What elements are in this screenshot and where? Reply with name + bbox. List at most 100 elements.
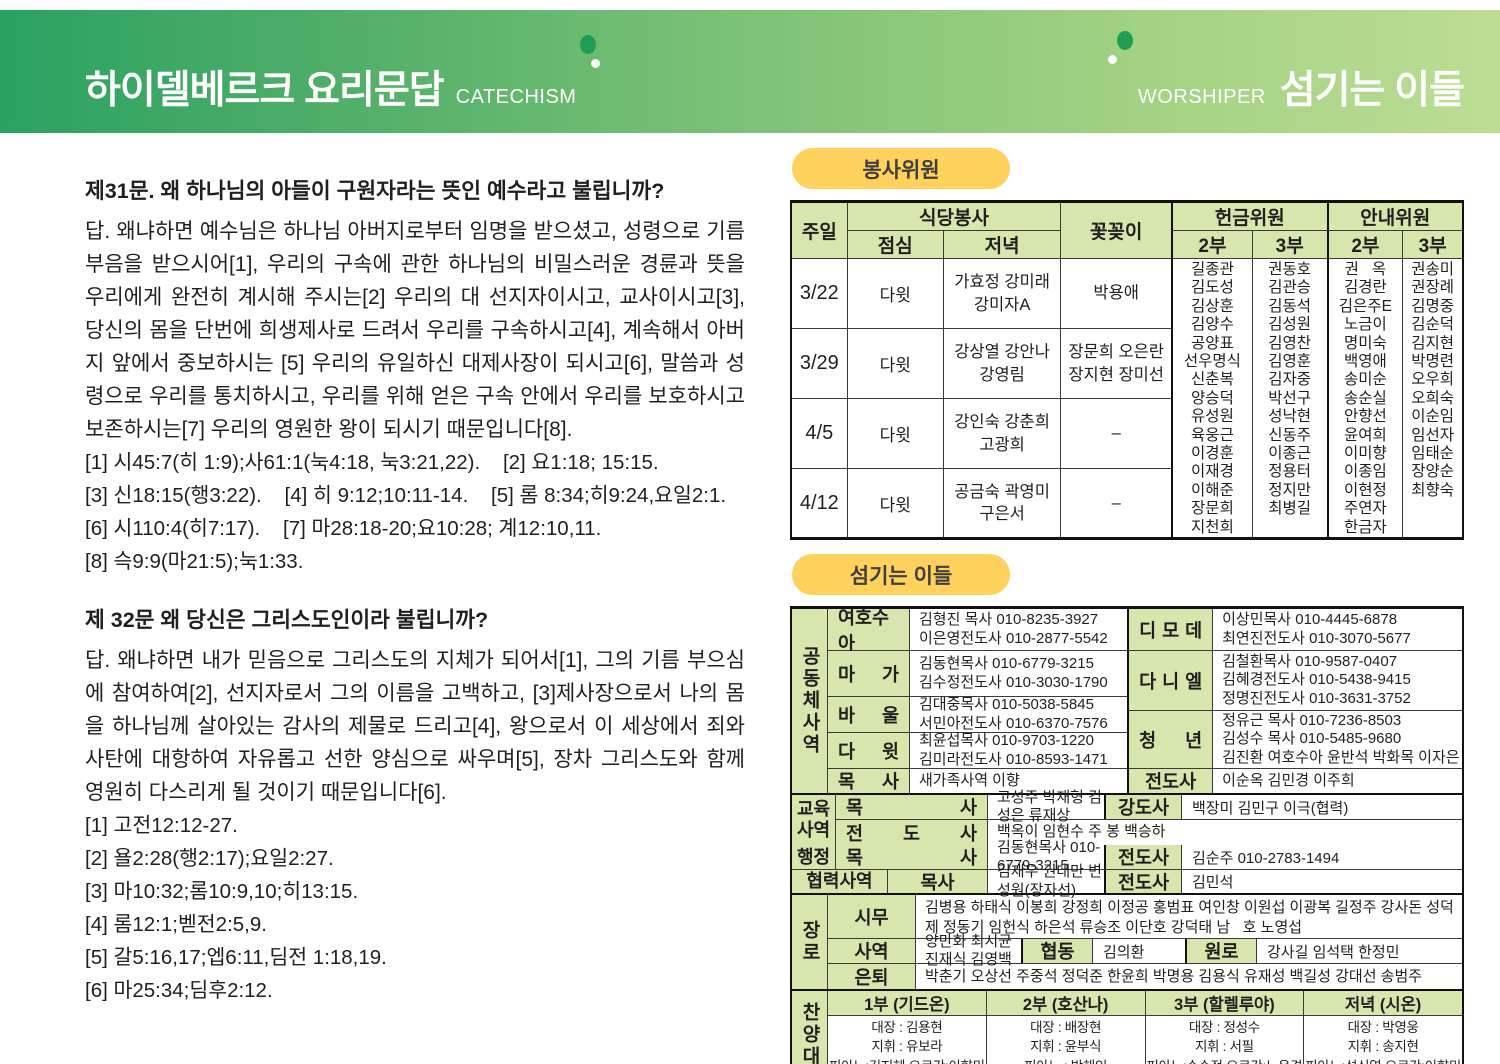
education-ministry-section: 교육사역 목 사 고성주 박재형 김성은 류재상 강도사 백장미 김민구 이극(… (792, 788, 1462, 846)
scripture-references: [1] 시45:7(히 1:9);사61:1(눅4:18, 눅3:21,22).… (85, 451, 727, 573)
group-name: 목 사 (828, 769, 910, 794)
guide-part2-names: 권 옥 김경란 김은주E 노금이 명미숙 백영애 송미순 송순실 안향선 윤여희… (1326, 257, 1404, 540)
role-tag: 전도사 (1104, 870, 1182, 894)
cooperation-row: 협력사역 목사 김재우 권대만 변성원(장자선) 전도사 김민석 (792, 863, 1462, 899)
group-members: 정유근 목사 010-7236-8503 김성수 목사 010-5485-968… (1222, 712, 1460, 766)
group-members: 이상민목사 010-4445-6878 최연진전도사 010-3070-5677 (1222, 611, 1411, 647)
dinner-team: 강인숙 강춘희 고광희 (942, 398, 1062, 470)
group-name: 여호수아 (828, 607, 910, 654)
volunteers-badge: 봉사위원 (792, 148, 1010, 189)
community-right-group: 디 모 데 이상민목사 010-4445-6878 최연진전도사 010-307… (1127, 609, 1462, 794)
page-title: 하이델베르크 요리문답 (85, 69, 445, 112)
choir-header-row: 1부 (기드온) 2부 (호산나) 3부 (할렐루야) 저녁 (시온) (828, 991, 1462, 1017)
question-heading: 제31문. 왜 하나님의 아들이 구원자라는 뜻인 예수라고 불립니까? (85, 179, 665, 203)
role-tag: 강도사 (1104, 795, 1182, 820)
group-members: 김철환목사 010-9587-0407 김혜경전도사 010-5438-9415… (1222, 653, 1411, 707)
list-item: 다 니 엘 김철환목사 010-9587-0407 김혜경전도사 010-543… (1129, 651, 1462, 712)
col-header-part2: 2부 (1171, 230, 1253, 259)
list-item: 다 윗 최윤섭목사 010-9703-1220 김미라전도사 010-8593-… (828, 732, 1128, 770)
community-left-group: 여호수아 김형진 목사 010-8235-3927 이은영전도사 010-287… (828, 607, 1128, 794)
serving-table: 공동체사역 여호수아 김형진 목사 010-8235-3927 이은영전도사 0… (790, 606, 1464, 1064)
catechism-q31: 제31문. 왜 하나님의 아들이 구원자라는 뜻인 예수라고 불립니까? 답. … (85, 175, 745, 578)
page-content: 제31문. 왜 하나님의 아들이 구원자라는 뜻인 예수라고 불립니까? 답. … (0, 133, 1500, 1064)
tag-value: 김의환 (1103, 943, 1145, 961)
choir-body-row: 대장 : 김용현 지휘 : 유보라 피아노:김지혜 오르간:이향미 대장 : 배… (828, 1016, 1462, 1064)
lunch-team: 다윗 (846, 468, 944, 540)
group-members: 김동현목사 010-6779-3215 김수정전도사 010-3030-1790 (919, 655, 1108, 691)
role-tag: 협동 (1021, 939, 1093, 964)
lunch-team: 다윗 (846, 257, 944, 330)
names-value: 고성주 박재형 김성은 류재상 (997, 788, 1102, 825)
decorative-dots-right (1107, 31, 1134, 115)
col-header-part3: 3부 (1251, 230, 1329, 259)
banner-right-group: WORSHIPER 섬기는 이들 (1107, 31, 1465, 133)
choir-part-header: 3부 (할렐루야) (1145, 991, 1305, 1016)
choir-part-staff: 대장 : 박영웅 지휘 : 송지현 피아노:성신영 오르간:이향미 (1305, 1019, 1461, 1064)
tag-value: 강사길 임석택 한정민 (1267, 943, 1400, 961)
choir-part-staff: 대장 : 배장현 지휘 : 윤부식 피아노 : 박해인 (987, 1016, 1146, 1064)
role-label: 은퇴 (828, 964, 916, 990)
table-row: 3/22 다윗 가효정 강미래 강미자A 박용애 길종관 김도성 김상훈 김양수… (790, 257, 1464, 540)
list-item: 디 모 데 이상민목사 010-4445-6878 최연진전도사 010-307… (1129, 609, 1462, 652)
group-members: 새가족사역 이향 (919, 771, 1020, 789)
role-label: 전 도 사 (836, 820, 988, 846)
names-value: 백옥이 임현수 주 봉 백승하 (997, 823, 1166, 841)
choir-part-staff: 대장 : 정성수 지휘 : 서필 피아노:손수정 오르간:노윤경 (1146, 1016, 1305, 1064)
green-dot-icon (580, 35, 597, 54)
serving-badge: 섬기는 이들 (792, 554, 1010, 596)
week-date: 4/12 (790, 468, 848, 540)
group-members: 김대중목사 010-5038-5845 서민아전도사 010-6370-7576 (919, 696, 1108, 732)
white-dot-icon (1107, 55, 1117, 64)
green-dot-icon (1116, 31, 1133, 50)
section-label-community: 공동체사역 (792, 609, 828, 794)
section-label-choir: 찬양대 (792, 991, 828, 1064)
catechism-q32: 제 32문 왜 당신은 그리스도인이라 불립니까? 답. 왜냐하면 내가 믿음으… (85, 604, 745, 1007)
admin-row: 행정 목 사 김동현목사 010-6779-3215 전도사 김순주 010-2… (792, 839, 1462, 874)
table-row: 3/29 다윗 강상열 강안나 강영림 장문희 오은란 장지현 장미선 (790, 328, 1463, 400)
section-title: 섬기는 이들 (1279, 69, 1465, 112)
volunteers-table: 주일 식당봉사 꽃꽂이 헌금위원 안내위원 점심 저녁 2부 3부 2부 3부 (790, 200, 1464, 541)
education-rows: 목 사 고성주 박재형 김성은 류재상 강도사 백장미 김민구 이극(협력) 전… (836, 788, 1462, 846)
role-label: 시무 (828, 895, 916, 939)
dinner-team: 강상열 강안나 강영림 (942, 328, 1062, 400)
role-tag: 전도사 (1104, 845, 1182, 870)
week-date: 4/5 (790, 398, 848, 470)
list-item: 은퇴 박춘기 오상선 주중석 정덕준 한윤희 박명용 김용식 유재성 백길성 강… (828, 964, 1462, 990)
role-tag: 원로 (1185, 939, 1257, 964)
col-header-part3: 3부 (1402, 230, 1464, 259)
group-members: 이순옥 김민경 이주희 (1222, 771, 1355, 789)
tag-value: 김순주 010-2783-1494 (1192, 849, 1340, 867)
col-header-offering: 헌금위원 (1171, 201, 1329, 231)
elders-section: 장로 시무 김병용 하태식 이봉희 강정희 이정공 홍범표 여인창 이원섭 이광… (792, 895, 1462, 992)
section-label: WORSHIPER (1137, 86, 1266, 108)
col-header-guide: 안내위원 (1326, 201, 1464, 231)
dinner-team: 가효정 강미래 강미자A (942, 257, 1062, 330)
serving-section: 봉사위원 주일 식당봉사 꽃꽂이 헌금위원 안내위원 점심 저녁 2부 3부 (790, 148, 1464, 1064)
flower-team: 장문희 오은란 장지현 장미선 (1060, 328, 1173, 400)
decorative-dots-left (576, 35, 602, 115)
names-value: 김재우 권대만 변성원(장자선) (997, 863, 1102, 899)
flower-team: – (1060, 468, 1173, 540)
section-label-elders: 장로 (792, 895, 828, 990)
list-item: 청 년 정유근 목사 010-7236-8503 김성수 목사 010-5485… (1129, 711, 1462, 770)
col-header-part2: 2부 (1326, 230, 1404, 259)
list-item: 목 사 고성주 박재형 김성은 류재상 강도사 백장미 김민구 이극(협력) (836, 788, 1462, 825)
section-label-education: 교육사역 (792, 795, 836, 846)
section-label-cooperation: 협력사역 (792, 870, 888, 894)
group-name: 전도사 (1129, 769, 1214, 794)
group-name: 바 울 (828, 697, 910, 733)
week-date: 3/22 (790, 257, 848, 330)
group-name: 마 가 (828, 651, 910, 697)
list-item: 시무 김병용 하태식 이봉희 강정희 이정공 홍범표 여인창 이원섭 이광복 길… (828, 895, 1462, 940)
banner-left-group: 하이델베르크 요리문답 CATECHISM (85, 35, 602, 133)
question-heading: 제 32문 왜 당신은 그리스도인이라 불립니까? (85, 608, 489, 632)
col-header-dinner: 저녁 (942, 230, 1062, 259)
tag-value: 김민석 (1192, 874, 1234, 892)
list-item: 마 가 김동현목사 010-6779-3215 김수정전도사 010-3030-… (828, 651, 1128, 698)
choir-part-header: 2부 (호산나) (986, 991, 1146, 1016)
role-label: 목 사 (836, 795, 988, 820)
choir-part-staff: 대장 : 김용현 지휘 : 유보라 피아노:김지혜 오르간:이향미 (828, 1016, 987, 1064)
guide-part3-names: 권송미 권장례 김명중 김순덕 김지현 박명련 오우희 오희숙 이순임 임선자 … (1402, 257, 1464, 540)
group-members: 김형진 목사 010-8235-3927 이은영전도사 010-2877-554… (919, 611, 1108, 647)
offering-part2-names: 길종관 김도성 김상훈 김양수 공양표 선우명식 신춘복 양승덕 유성원 육웅근… (1171, 257, 1253, 540)
